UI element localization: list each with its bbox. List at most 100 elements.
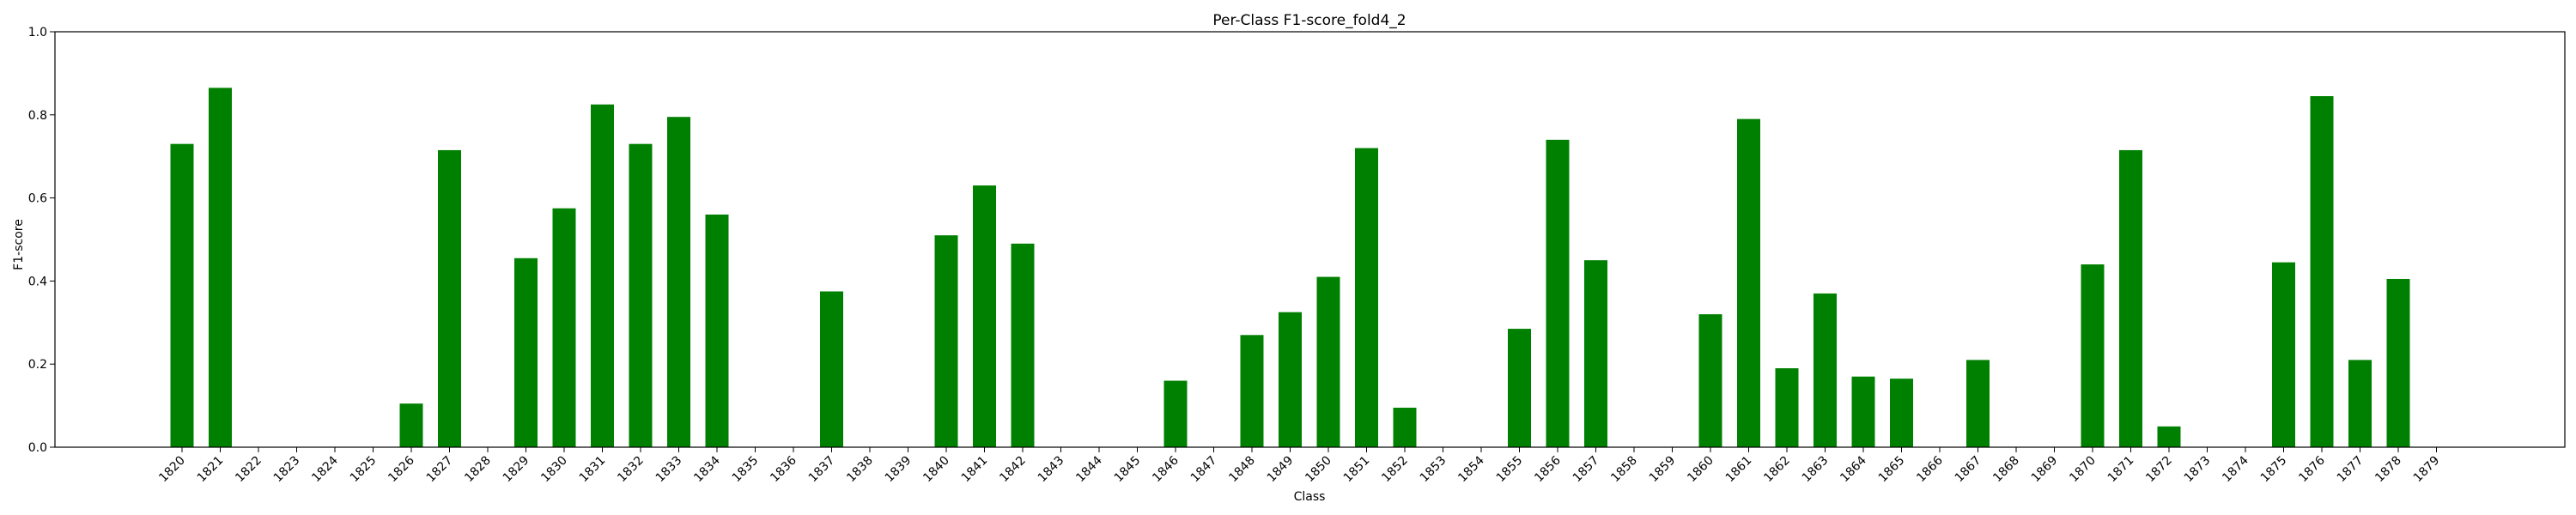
- x-tick-label: 1867: [1953, 454, 1984, 486]
- bar-1846: [1163, 380, 1188, 447]
- x-tick-label: 1857: [1571, 454, 1602, 486]
- x-tick-label: 1865: [1876, 454, 1908, 486]
- bar-1878: [2386, 278, 2410, 447]
- x-tick-label: 1870: [2067, 454, 2099, 486]
- x-tick-label: 1860: [1685, 454, 1716, 486]
- y-tick-label: 0.8: [28, 109, 47, 123]
- x-tick-label: 1878: [2372, 454, 2404, 486]
- bar-1820: [170, 143, 194, 447]
- x-tick-label: 1859: [1647, 454, 1679, 486]
- x-tick-label: 1854: [1455, 453, 1487, 485]
- bar-1848: [1240, 335, 1264, 447]
- bar-1860: [1698, 314, 1722, 447]
- x-tick-label: 1836: [768, 453, 799, 485]
- bar-1867: [1966, 360, 1990, 447]
- y-tick-label: 1.0: [28, 26, 47, 39]
- x-tick-label: 1822: [233, 454, 264, 486]
- bar-1849: [1279, 312, 1302, 447]
- x-tick-label: 1875: [2258, 454, 2290, 486]
- x-tick-label: 1855: [1494, 454, 1526, 486]
- bar-1857: [1584, 260, 1607, 447]
- x-tick-label: 1858: [1608, 454, 1640, 486]
- bar-1830: [552, 208, 576, 447]
- bar-1864: [1851, 376, 1875, 447]
- y-axis-ticks: 0.0 0.2 0.4 0.6 0.8 1.0: [28, 26, 55, 455]
- x-tick-label: 1852: [1379, 454, 1411, 486]
- bar-1875: [2272, 262, 2295, 447]
- x-axis-label: Class: [1294, 490, 1326, 504]
- bar-1851: [1355, 148, 1378, 447]
- x-tick-label: 1849: [1265, 454, 1297, 486]
- y-tick-label: 0.2: [28, 358, 47, 372]
- x-tick-label: 1839: [883, 454, 914, 486]
- bar-1871: [2119, 149, 2142, 447]
- x-tick-label: 1823: [271, 454, 303, 486]
- y-tick-label: 0.6: [28, 192, 47, 206]
- x-tick-label: 1826: [386, 453, 417, 485]
- bar-1856: [1546, 139, 1570, 447]
- x-tick-label: 1879: [2411, 454, 2443, 486]
- x-tick-label: 1844: [1073, 453, 1105, 485]
- bar-1829: [514, 258, 538, 447]
- x-tick-label: 1824: [309, 453, 341, 485]
- x-tick-label: 1841: [959, 454, 991, 486]
- x-tick-label: 1864: [1838, 453, 1869, 485]
- x-tick-label: 1825: [348, 454, 380, 486]
- x-tick-label: 1869: [2029, 454, 2061, 486]
- x-tick-label: 1834: [691, 453, 723, 485]
- bar-1840: [934, 235, 958, 447]
- x-tick-label: 1828: [462, 454, 494, 486]
- bar-1837: [820, 291, 843, 447]
- x-tick-label: 1842: [997, 454, 1029, 486]
- y-axis-label: F1-score: [12, 219, 26, 270]
- bar-1855: [1508, 329, 1531, 447]
- x-tick-label: 1838: [844, 454, 876, 486]
- x-tick-label: 1850: [1303, 454, 1334, 486]
- x-tick-label: 1821: [195, 454, 227, 486]
- x-tick-label: 1872: [2143, 454, 2175, 486]
- bar-1877: [2348, 360, 2372, 447]
- bar-1876: [2310, 96, 2334, 448]
- plot-frame: [54, 31, 2566, 448]
- bar-1834: [705, 214, 729, 447]
- x-tick-label: 1833: [653, 454, 685, 486]
- bar-1832: [629, 143, 653, 447]
- bars-group: [170, 88, 2410, 448]
- x-tick-label: 1832: [615, 454, 647, 486]
- x-tick-label: 1861: [1723, 454, 1755, 486]
- bar-1842: [1011, 243, 1035, 447]
- x-tick-label: 1835: [730, 454, 762, 486]
- chart-title: Per-Class F1-score_fold4_2: [1212, 12, 1406, 29]
- x-tick-label: 1853: [1418, 454, 1449, 486]
- x-axis-ticks: 1820 1821 1822 1823 1824 1825 1826 1827 1828 1829…: [156, 447, 2442, 485]
- y-tick-label: 0.4: [28, 275, 47, 288]
- bar-1865: [1890, 379, 1913, 447]
- x-tick-label: 1851: [1341, 454, 1373, 486]
- x-tick-label: 1856: [1532, 453, 1564, 485]
- x-tick-label: 1820: [156, 454, 188, 486]
- x-tick-label: 1827: [424, 454, 456, 486]
- bar-1863: [1814, 293, 1837, 447]
- x-tick-label: 1868: [1990, 454, 2022, 486]
- bar-1852: [1393, 408, 1417, 447]
- x-tick-label: 1866: [1914, 453, 1946, 485]
- bar-1826: [399, 403, 423, 447]
- x-tick-label: 1846: [1150, 453, 1182, 485]
- y-tick-label: 0.0: [28, 441, 47, 455]
- bar-1831: [591, 104, 614, 447]
- bar-1872: [2157, 426, 2181, 447]
- x-tick-label: 1877: [2335, 454, 2366, 486]
- x-tick-label: 1847: [1188, 454, 1220, 486]
- bar-1862: [1775, 368, 1799, 447]
- x-tick-label: 1848: [1226, 454, 1258, 486]
- bar-1850: [1316, 276, 1340, 447]
- bar-1870: [2081, 264, 2105, 447]
- x-tick-label: 1843: [1036, 454, 1067, 486]
- x-tick-label: 1845: [1112, 454, 1144, 486]
- x-tick-label: 1876: [2296, 453, 2328, 485]
- x-tick-label: 1862: [1761, 454, 1793, 486]
- x-tick-label: 1837: [806, 454, 838, 486]
- x-tick-label: 1863: [1800, 454, 1832, 486]
- bar-1841: [973, 185, 996, 447]
